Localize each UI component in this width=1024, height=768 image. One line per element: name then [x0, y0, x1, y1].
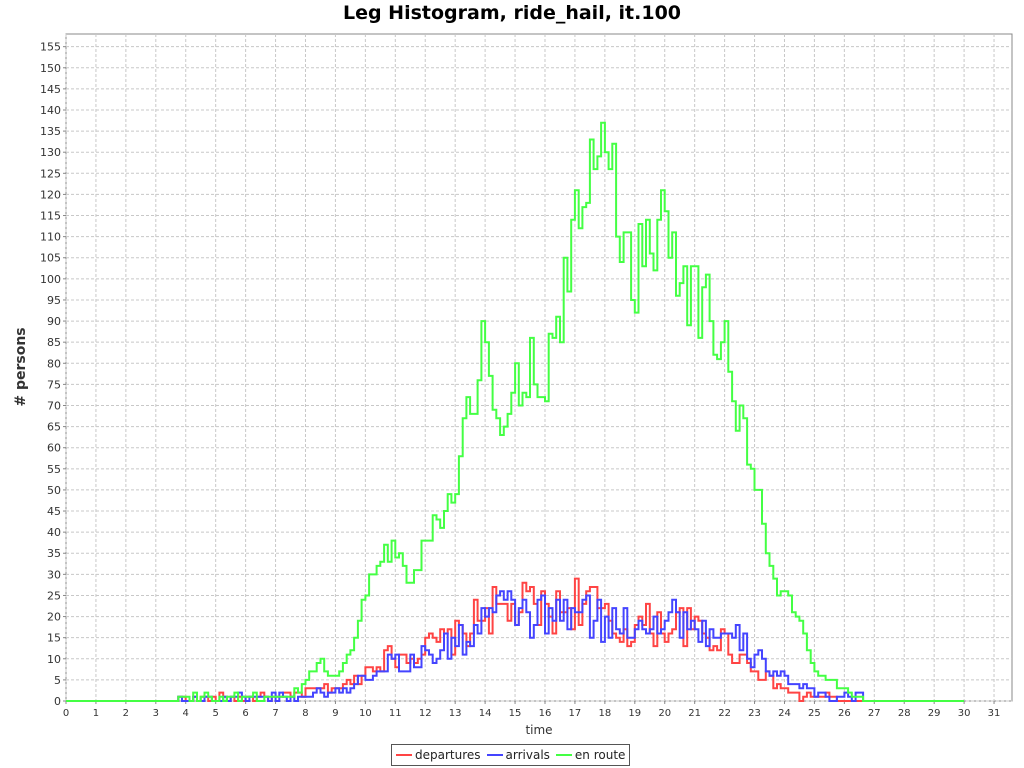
legend-item-arrivals: arrivals	[486, 748, 550, 762]
legend-item-en-route: en route	[555, 748, 626, 762]
x-tick-label: 27	[868, 708, 881, 719]
x-tick-label: 1	[93, 708, 99, 719]
x-tick-label: 7	[272, 708, 278, 719]
x-tick-label: 10	[359, 708, 372, 719]
y-tick-label: 105	[40, 252, 61, 265]
x-tick-label: 26	[838, 708, 851, 719]
y-tick-label: 45	[47, 505, 61, 518]
y-tick-label: 140	[40, 104, 61, 117]
x-tick-label: 9	[332, 708, 338, 719]
x-tick-label: 0	[63, 708, 69, 719]
y-tick-label: 50	[47, 484, 61, 497]
x-tick-label: 20	[658, 708, 671, 719]
legend-label-departures: departures	[415, 748, 481, 762]
chart-legend: departures arrivals en route	[391, 744, 631, 766]
x-tick-label: 30	[958, 708, 971, 719]
x-tick-label: 14	[479, 708, 492, 719]
x-tick-label: 21	[688, 708, 701, 719]
x-axis-label: time	[525, 723, 552, 737]
y-tick-label: 155	[40, 41, 61, 54]
y-tick-label: 80	[47, 357, 61, 370]
y-tick-label: 10	[47, 653, 61, 666]
y-tick-label: 5	[54, 674, 61, 687]
y-axis-label: # persons	[13, 327, 29, 406]
y-tick-label: 100	[40, 273, 61, 286]
x-tick-label: 29	[928, 708, 941, 719]
x-tick-label: 3	[153, 708, 159, 719]
y-tick-label: 85	[47, 336, 61, 349]
y-tick-label: 95	[47, 294, 61, 307]
y-tick-label: 135	[40, 125, 61, 138]
y-tick-label: 130	[40, 146, 61, 159]
y-tick-label: 55	[47, 463, 61, 476]
series-lines	[66, 121, 965, 702]
y-tick-label: 145	[40, 83, 61, 96]
y-tick-label: 25	[47, 589, 61, 602]
x-tick-label: 19	[628, 708, 641, 719]
x-tick-label: 6	[242, 708, 248, 719]
y-tick-label: 15	[47, 632, 61, 645]
y-tick-label: 90	[47, 315, 61, 328]
x-tick-label: 2	[123, 708, 129, 719]
legend-swatch-departures	[396, 754, 412, 756]
series-line-en-route	[66, 121, 965, 702]
y-tick-label: 150	[40, 62, 61, 75]
x-tick-label: 23	[748, 708, 761, 719]
x-tick-label: 15	[509, 708, 522, 719]
axis-ticks: 0510152025303540455055606570758085909510…	[40, 41, 1000, 719]
series-line-arrivals	[66, 590, 965, 702]
y-tick-label: 60	[47, 442, 61, 455]
y-tick-label: 125	[40, 167, 61, 180]
x-tick-label: 16	[539, 708, 552, 719]
y-tick-label: 40	[47, 526, 61, 539]
x-tick-label: 28	[898, 708, 911, 719]
legend-item-departures: departures	[396, 748, 481, 762]
plot-background	[65, 33, 1013, 702]
x-tick-label: 22	[718, 708, 731, 719]
grid-lines	[65, 34, 1012, 702]
x-tick-label: 13	[449, 708, 462, 719]
legend-label-en-route: en route	[574, 748, 626, 762]
x-tick-label: 31	[988, 708, 1001, 719]
legend-swatch-en-route	[555, 754, 572, 756]
legend-swatch-arrivals	[486, 754, 503, 756]
y-tick-label: 75	[47, 378, 61, 391]
x-tick-label: 8	[302, 708, 308, 719]
x-tick-label: 24	[778, 708, 791, 719]
chart-title: Leg Histogram, ride_hail, it.100	[342, 2, 682, 24]
x-tick-label: 4	[183, 708, 189, 719]
x-tick-label: 18	[598, 708, 611, 719]
y-tick-label: 20	[47, 611, 61, 624]
x-tick-label: 11	[389, 708, 402, 719]
y-tick-label: 0	[54, 695, 61, 708]
x-tick-label: 17	[569, 708, 582, 719]
y-tick-label: 120	[40, 188, 61, 201]
y-tick-label: 65	[47, 421, 61, 434]
legend-label-arrivals: arrivals	[505, 748, 550, 762]
y-tick-label: 70	[47, 399, 61, 412]
y-tick-label: 115	[40, 210, 61, 223]
x-tick-label: 12	[419, 708, 432, 719]
x-tick-label: 5	[212, 708, 218, 719]
y-tick-label: 110	[40, 231, 61, 244]
y-tick-label: 30	[47, 568, 61, 581]
y-tick-label: 35	[47, 547, 61, 560]
x-tick-label: 25	[808, 708, 821, 719]
